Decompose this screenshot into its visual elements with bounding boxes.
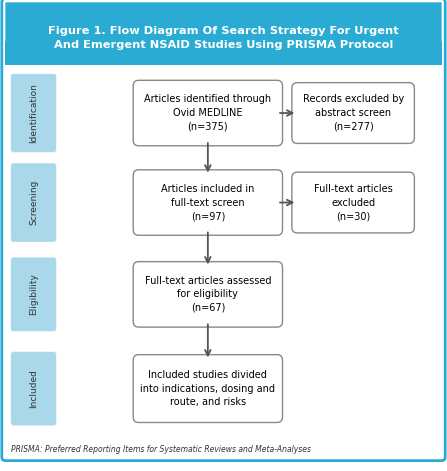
FancyBboxPatch shape [11, 74, 56, 152]
Text: Figure 1. Flow Diagram Of Search Strategy For Urgent
And Emergent NSAID Studies : Figure 1. Flow Diagram Of Search Strateg… [48, 26, 399, 49]
FancyBboxPatch shape [11, 258, 56, 331]
FancyBboxPatch shape [11, 164, 56, 242]
Text: Included: Included [29, 369, 38, 408]
Text: Eligibility: Eligibility [29, 274, 38, 315]
Text: Records excluded by
abstract screen
(n=277): Records excluded by abstract screen (n=2… [303, 95, 404, 131]
FancyBboxPatch shape [292, 83, 414, 143]
Text: Articles identified through
Ovid MEDLINE
(n=375): Articles identified through Ovid MEDLINE… [144, 95, 271, 131]
FancyBboxPatch shape [133, 262, 283, 327]
Bar [5, 41, 442, 65]
FancyBboxPatch shape [5, 2, 442, 65]
FancyBboxPatch shape [133, 355, 283, 422]
Text: Included studies divided
into indications, dosing and
route, and risks: Included studies divided into indication… [140, 370, 275, 407]
FancyBboxPatch shape [292, 172, 414, 233]
Text: PRISMA: Preferred Reporting Items for Systematic Reviews and Meta-Analyses: PRISMA: Preferred Reporting Items for Sy… [11, 445, 311, 455]
FancyBboxPatch shape [133, 170, 283, 236]
FancyBboxPatch shape [11, 352, 56, 425]
Text: Identification: Identification [29, 83, 38, 143]
Text: Articles included in
full-text screen
(n=97): Articles included in full-text screen (n… [161, 184, 254, 221]
Text: Screening: Screening [29, 180, 38, 225]
Text: Full-text articles assessed
for eligibility
(n=67): Full-text articles assessed for eligibil… [145, 276, 271, 313]
FancyBboxPatch shape [2, 0, 445, 461]
FancyBboxPatch shape [133, 80, 283, 146]
Text: Full-text articles
excluded
(n=30): Full-text articles excluded (n=30) [314, 184, 392, 221]
